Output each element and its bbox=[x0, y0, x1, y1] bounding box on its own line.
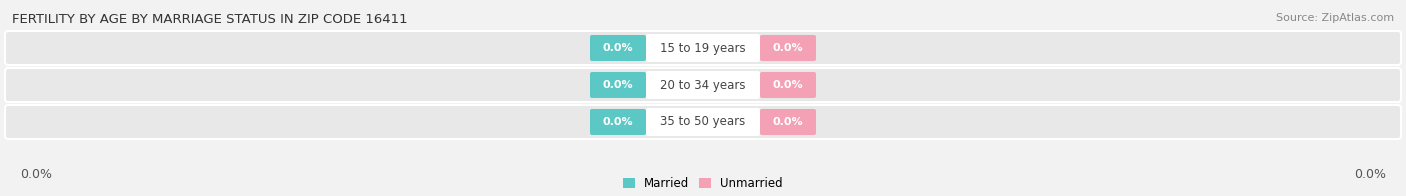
Text: 0.0%: 0.0% bbox=[773, 80, 803, 90]
Text: Source: ZipAtlas.com: Source: ZipAtlas.com bbox=[1275, 13, 1393, 23]
Text: 0.0%: 0.0% bbox=[1354, 168, 1386, 181]
Text: 0.0%: 0.0% bbox=[773, 117, 803, 127]
Text: 0.0%: 0.0% bbox=[603, 43, 633, 53]
Text: 0.0%: 0.0% bbox=[603, 117, 633, 127]
Text: 20 to 34 years: 20 to 34 years bbox=[661, 79, 745, 92]
FancyBboxPatch shape bbox=[761, 35, 815, 61]
Text: FERTILITY BY AGE BY MARRIAGE STATUS IN ZIP CODE 16411: FERTILITY BY AGE BY MARRIAGE STATUS IN Z… bbox=[13, 13, 408, 26]
FancyBboxPatch shape bbox=[6, 31, 1400, 65]
FancyBboxPatch shape bbox=[591, 35, 645, 61]
Text: 0.0%: 0.0% bbox=[603, 80, 633, 90]
Text: 15 to 19 years: 15 to 19 years bbox=[661, 42, 745, 54]
FancyBboxPatch shape bbox=[645, 108, 761, 136]
FancyBboxPatch shape bbox=[761, 72, 815, 98]
Text: 0.0%: 0.0% bbox=[773, 43, 803, 53]
FancyBboxPatch shape bbox=[645, 71, 761, 99]
Legend: Married, Unmarried: Married, Unmarried bbox=[623, 177, 783, 190]
FancyBboxPatch shape bbox=[761, 109, 815, 135]
Text: 0.0%: 0.0% bbox=[20, 168, 52, 181]
FancyBboxPatch shape bbox=[591, 109, 645, 135]
FancyBboxPatch shape bbox=[591, 72, 645, 98]
Text: 35 to 50 years: 35 to 50 years bbox=[661, 115, 745, 129]
FancyBboxPatch shape bbox=[6, 68, 1400, 102]
FancyBboxPatch shape bbox=[645, 34, 761, 62]
FancyBboxPatch shape bbox=[6, 105, 1400, 139]
